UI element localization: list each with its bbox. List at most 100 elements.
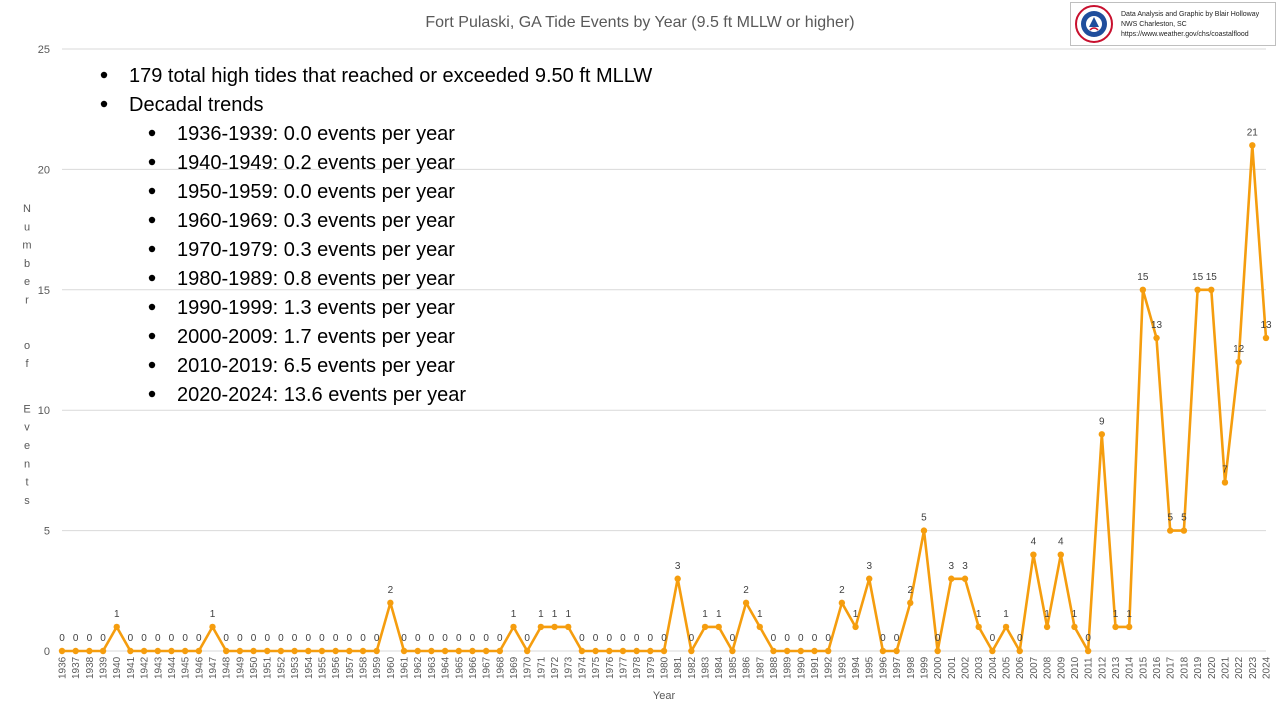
x-tick-label: 1958 — [359, 656, 370, 679]
data-point — [961, 575, 969, 582]
bullet-icon — [100, 71, 108, 79]
data-point — [824, 647, 832, 655]
x-tick-label: 1996 — [878, 656, 889, 679]
data-label: 0 — [661, 633, 667, 644]
data-point — [441, 647, 449, 655]
data-point — [756, 623, 763, 631]
x-tick-label: 1956 — [331, 656, 342, 679]
data-point — [592, 647, 599, 655]
x-tick-label: 2024 — [1262, 656, 1273, 679]
bullet-icon — [100, 100, 108, 108]
data-label: 0 — [223, 633, 229, 644]
data-label: 0 — [470, 633, 476, 644]
data-label: 0 — [771, 633, 777, 644]
data-label: 2 — [907, 585, 913, 596]
y-tick-label: 15 — [38, 285, 50, 297]
x-tick-label: 2001 — [947, 656, 958, 679]
data-point — [58, 647, 66, 655]
x-tick-label: 1937 — [71, 656, 82, 679]
data-point — [510, 623, 517, 631]
data-label: 0 — [87, 633, 93, 644]
gridlines — [62, 48, 1266, 652]
data-label: 0 — [141, 633, 147, 644]
data-point — [291, 647, 298, 655]
x-tick-label: 1972 — [550, 656, 561, 679]
data-label: 0 — [442, 633, 448, 644]
decade-item: 1990-1999: 1.3 events per year — [177, 297, 455, 319]
y-axis-label-char: N — [23, 203, 31, 215]
data-label: 0 — [305, 633, 311, 644]
data-label: 1 — [538, 609, 544, 620]
data-point — [674, 575, 681, 582]
x-tick-label: 2020 — [1207, 656, 1218, 679]
data-label: 1 — [757, 609, 763, 620]
data-label: 21 — [1247, 127, 1259, 138]
data-label: 0 — [990, 633, 996, 644]
data-label: 0 — [59, 633, 65, 644]
data-point — [1098, 431, 1106, 438]
data-label: 13 — [1260, 320, 1272, 331]
x-tick-label: 1965 — [454, 656, 465, 679]
x-tick-label: 2015 — [1138, 656, 1149, 679]
data-label: 1 — [976, 609, 982, 620]
data-label: 0 — [1017, 633, 1023, 644]
data-point — [113, 623, 120, 631]
x-tick-label: 1995 — [865, 656, 876, 679]
x-tick-label: 1953 — [290, 656, 301, 679]
x-tick-label: 1977 — [618, 656, 629, 679]
bullet-icon — [148, 245, 156, 253]
data-point — [455, 647, 462, 655]
x-tick-label: 1944 — [167, 656, 178, 679]
data-label: 3 — [675, 561, 681, 572]
data-label: 0 — [278, 633, 284, 644]
x-tick-label: 1946 — [194, 656, 205, 679]
data-label: 1 — [511, 609, 517, 620]
data-label: 0 — [634, 633, 640, 644]
x-tick-label: 1966 — [468, 656, 479, 679]
data-point — [222, 647, 230, 655]
credit-author: Data Analysis and Graphic by Blair Hollo… — [1121, 11, 1260, 18]
data-label: 0 — [264, 633, 270, 644]
credit-url[interactable]: https://www.weather.gov/chs/coastalflood — [1121, 31, 1249, 38]
data-label: 0 — [182, 633, 188, 644]
data-point — [277, 647, 285, 655]
data-label: 0 — [894, 633, 900, 644]
note-heading: Decadal trends — [129, 94, 264, 116]
x-tick-label: 1982 — [687, 656, 698, 679]
x-tick-label: 2013 — [1111, 656, 1122, 679]
x-tick-label: 1943 — [153, 656, 164, 679]
x-tick-label: 2003 — [974, 656, 985, 679]
data-point — [1084, 647, 1092, 655]
y-axis-ticks: 0 5 10 15 20 25 — [38, 44, 50, 658]
x-tick-label: 1969 — [509, 656, 520, 679]
data-point — [127, 647, 134, 655]
x-tick-label: 2007 — [1029, 656, 1040, 679]
data-label: 1 — [1072, 609, 1078, 620]
data-label: 0 — [689, 633, 695, 644]
data-label: 15 — [1206, 272, 1218, 283]
data-label: 13 — [1151, 320, 1163, 331]
data-label: 15 — [1137, 272, 1149, 283]
data-point — [305, 647, 312, 655]
data-point — [496, 647, 504, 655]
x-tick-label: 2014 — [1125, 656, 1136, 679]
data-point — [578, 647, 586, 655]
data-point — [346, 647, 353, 655]
y-axis-label-char: o — [24, 340, 30, 352]
x-tick-label: 1974 — [577, 656, 588, 679]
data-point — [99, 647, 107, 655]
data-point — [770, 647, 777, 655]
data-label: 1 — [1003, 609, 1009, 620]
x-tick-label: 1987 — [755, 656, 766, 679]
x-tick-label: 2017 — [1166, 656, 1177, 679]
bullet-icon — [148, 187, 156, 195]
x-tick-label: 1988 — [769, 656, 780, 679]
data-point — [1153, 334, 1160, 342]
data-point — [565, 623, 572, 631]
data-point — [318, 647, 326, 655]
chart-title: Fort Pulaski, GA Tide Events by Year (9.… — [425, 14, 854, 31]
x-tick-label: 2008 — [1043, 656, 1054, 679]
data-label: 0 — [333, 633, 339, 644]
